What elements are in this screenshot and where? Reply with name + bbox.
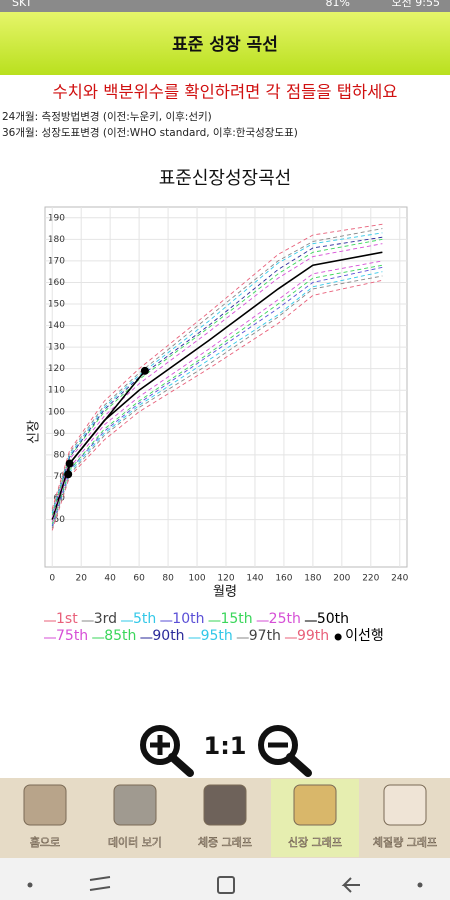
nav-back[interactable] xyxy=(341,877,360,893)
zoom-in[interactable] xyxy=(140,725,194,777)
x-axis-label: 월령 xyxy=(213,585,237,600)
data-point[interactable] xyxy=(65,459,74,468)
legend-label: 75th xyxy=(56,628,88,644)
series-line xyxy=(51,238,383,516)
series-line xyxy=(51,264,383,525)
x-tick-label: 40 xyxy=(104,574,116,584)
x-tick-label: 60 xyxy=(133,574,145,584)
tab-icon xyxy=(203,784,247,826)
note: 24개월: 측정방법변경 (이전:누운키, 이후:선키) xyxy=(2,110,212,123)
series-line xyxy=(51,266,383,527)
carrier: SKT xyxy=(12,0,32,9)
legend-label: 95th xyxy=(201,628,233,644)
tab-label: 신장 그래프 xyxy=(288,836,342,849)
legend-label: 15th xyxy=(220,611,252,627)
y-tick-label: 130 xyxy=(48,343,65,353)
y-tick-label: 80 xyxy=(54,450,66,460)
legend-marker xyxy=(334,633,342,641)
x-tick-label: 200 xyxy=(333,574,350,584)
tab-label: 체질량 그래프 xyxy=(373,836,437,849)
y-tick-label: 50 xyxy=(54,515,66,525)
data-point[interactable] xyxy=(140,366,149,375)
y-tick-label: 160 xyxy=(48,278,65,288)
x-tick-label: 120 xyxy=(217,574,234,584)
series-line xyxy=(51,275,383,529)
zoom-reset[interactable]: 1:1 xyxy=(204,732,247,760)
legend: 1st 3rd 5th 10th 15th 25th 50th 75th 85th 90th 95t… xyxy=(44,611,384,644)
legend-label: 90th xyxy=(152,628,184,644)
notice: 수치와 백분위수를 확인하려면 각 점들을 탭하세요 xyxy=(52,83,397,102)
y-tick-label: 120 xyxy=(48,364,65,374)
chart-title: 표준신장성장곡선 xyxy=(159,168,291,189)
y-tick-label: 70 xyxy=(54,472,66,482)
series-line xyxy=(51,243,383,518)
note: 36개월: 성장도표변경 (이전:WHO standard, 이후:한국성장도표… xyxy=(2,126,298,139)
y-tick-label: 110 xyxy=(48,386,65,396)
legend-label: 이선행 xyxy=(345,628,384,644)
nav-home[interactable] xyxy=(217,876,235,894)
y-tick-label: 170 xyxy=(48,256,65,266)
status-bar xyxy=(0,0,450,12)
y-axis-label: 신장 xyxy=(27,420,42,444)
tab-icon xyxy=(383,784,427,826)
legend-label: 50th xyxy=(317,611,349,627)
plot: 50 60 70 80 90 100 110 120 130 140 150 160 170 180 190… xyxy=(44,206,409,584)
x-tick-label: 140 xyxy=(246,574,263,584)
header xyxy=(0,12,450,75)
tab-label: 홈으로 xyxy=(30,835,60,849)
x-tick-label: 20 xyxy=(75,574,87,584)
series-line xyxy=(51,223,383,509)
y-tick-label: 190 xyxy=(48,213,65,223)
x-tick-label: 220 xyxy=(362,574,379,584)
tabs: 홈으로 데이터 보기 체중 그래프 신장 그래프 체질량 그래프 xyxy=(1,779,449,857)
tab-icon xyxy=(113,784,157,826)
x-tick-label: 0 xyxy=(49,574,55,584)
series-line xyxy=(51,236,383,514)
tab-icon xyxy=(293,784,337,826)
series-line xyxy=(51,260,383,522)
y-tick-label: 90 xyxy=(54,429,66,439)
zoom-out[interactable] xyxy=(258,725,312,777)
tab-icon xyxy=(23,784,67,826)
header-title: 표준 성장 곡선 xyxy=(172,35,278,55)
y-tick-label: 180 xyxy=(48,235,65,245)
legend-label: 5th xyxy=(133,611,156,627)
legend-label: 25th xyxy=(269,611,301,627)
legend-label: 10th xyxy=(172,611,204,627)
battery: 81% xyxy=(326,0,350,9)
nav-dot[interactable] xyxy=(417,882,423,888)
nav-recent[interactable] xyxy=(89,876,111,891)
legend-label: 99th xyxy=(297,628,329,644)
series-line xyxy=(51,271,383,527)
legend-label: 85th xyxy=(104,628,136,644)
y-tick-label: 100 xyxy=(48,407,65,417)
tab-label: 데이터 보기 xyxy=(108,836,162,849)
x-tick-label: 160 xyxy=(275,574,292,584)
legend-label: 97th xyxy=(249,628,281,644)
series-line xyxy=(51,228,383,512)
legend-label: 3rd xyxy=(94,611,117,627)
series-line xyxy=(51,232,383,514)
nav-dot[interactable] xyxy=(27,882,33,888)
x-tick-label: 240 xyxy=(391,574,408,584)
series-line xyxy=(51,279,383,531)
x-tick-label: 180 xyxy=(304,574,321,584)
y-tick-label: 140 xyxy=(48,321,65,331)
data-point[interactable] xyxy=(64,470,73,479)
x-tick-label: 100 xyxy=(188,574,205,584)
clock: 오전 9:55 xyxy=(392,0,440,9)
x-tick-label: 80 xyxy=(162,574,174,584)
tab-label: 체중 그래프 xyxy=(198,836,252,849)
y-tick-label: 150 xyxy=(48,300,65,310)
legend-label: 1st xyxy=(56,611,78,627)
